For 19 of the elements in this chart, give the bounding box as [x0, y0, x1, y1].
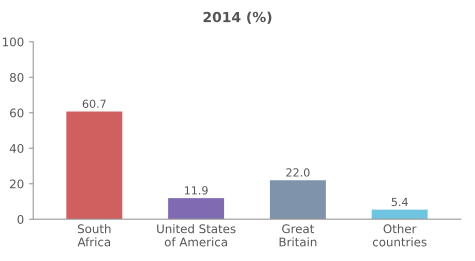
bar	[372, 210, 428, 220]
bar	[270, 180, 326, 220]
x-tick-label: South Africa	[78, 224, 110, 246]
x-tick-label: Other countries	[372, 224, 427, 246]
data-label: 5.4	[392, 198, 408, 206]
x-tick-label: Great Britain	[280, 224, 316, 246]
y-tick-label: 60	[10, 108, 24, 118]
y-tick-label: 100	[2, 37, 24, 46]
bar	[168, 198, 224, 220]
y-tick-label: 40	[10, 144, 24, 153]
data-label: 22.0	[286, 168, 310, 177]
x-tick-label: United States of America	[157, 224, 236, 246]
data-label: 11.9	[184, 186, 208, 195]
bar	[66, 112, 122, 220]
data-label: 60.7	[82, 100, 106, 108]
y-tick-label: 0	[17, 214, 24, 224]
y-tick-label: 80	[10, 72, 24, 82]
y-tick-label: 20	[10, 179, 24, 188]
chart-title: 2014 (%)	[204, 12, 272, 24]
